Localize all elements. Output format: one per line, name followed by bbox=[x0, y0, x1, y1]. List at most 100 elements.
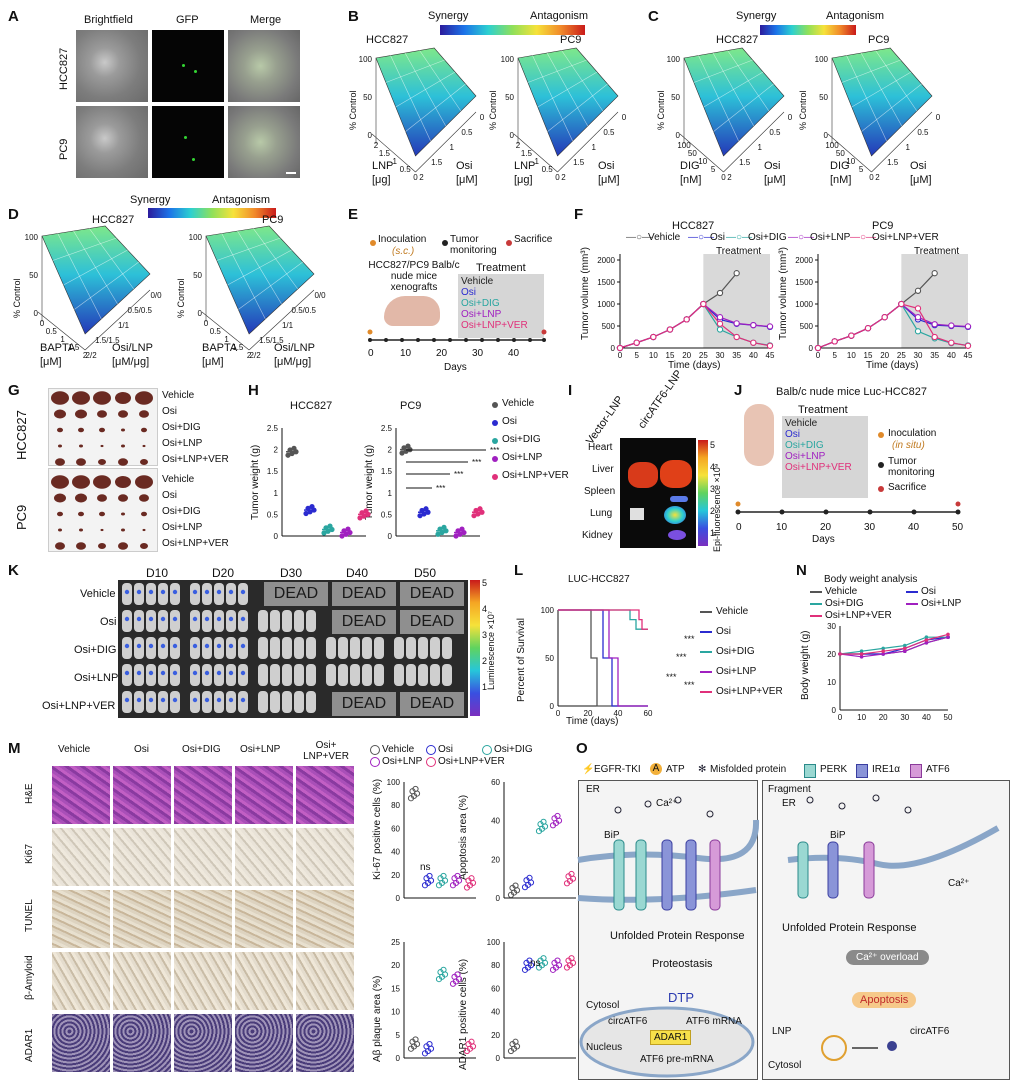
m-dot-plots: 0 20 40 60 80 100 0 20 40 60 0 5 10 15 20 25 0 20 40 60 80 10… bbox=[387, 778, 577, 1063]
mouse bbox=[394, 664, 404, 686]
legend-marker bbox=[906, 591, 918, 593]
x-tick-label: 30 bbox=[900, 713, 909, 722]
data-point bbox=[454, 872, 461, 880]
y-tick-label: 60 bbox=[491, 984, 500, 993]
y-tick-label: 60 bbox=[491, 778, 500, 787]
o-ca: Ca²⁺ bbox=[656, 798, 678, 809]
surface-title: PC9 bbox=[560, 34, 582, 46]
scale-tick: 5 bbox=[482, 578, 488, 588]
organ-label: Liver bbox=[592, 464, 614, 475]
axis1-tick: 1.5 bbox=[232, 343, 244, 352]
panel-label-d: D bbox=[8, 206, 19, 223]
y-tick-label: 60 bbox=[391, 824, 400, 833]
axis1-tick: 10 bbox=[846, 157, 855, 166]
data-point bbox=[471, 513, 477, 519]
micrograph bbox=[76, 30, 148, 102]
o-legend-label: EGFR-TKI bbox=[594, 764, 641, 775]
data-point bbox=[914, 314, 922, 321]
axis1-tick: 0 bbox=[40, 319, 45, 328]
g-group: Osi+DIG bbox=[162, 422, 201, 433]
y-tick-label: 2 bbox=[274, 446, 279, 455]
mouse bbox=[294, 637, 304, 659]
tumor bbox=[93, 391, 111, 405]
y-tick-label: 2000 bbox=[795, 256, 813, 265]
legend-marker: —○— bbox=[726, 232, 753, 243]
n-ylabel: Body weight (g) bbox=[800, 630, 811, 700]
x-tick-label: 35 bbox=[732, 351, 741, 360]
legend-marker bbox=[482, 745, 492, 755]
y-tick-label: 1500 bbox=[795, 278, 813, 287]
axis1-tick: 100 bbox=[677, 141, 691, 150]
receptor-protein bbox=[661, 839, 673, 911]
tumor bbox=[142, 444, 146, 448]
bli-signal bbox=[204, 589, 210, 595]
h-title: PC9 bbox=[400, 400, 422, 412]
axis1-tick: 0.5 bbox=[210, 327, 222, 336]
legend-marker bbox=[700, 651, 712, 653]
data-point bbox=[946, 632, 950, 637]
organ-label: Kidney bbox=[582, 530, 613, 541]
ihc-grid bbox=[52, 766, 362, 1076]
tumor bbox=[115, 392, 131, 404]
bli-signal bbox=[192, 670, 198, 676]
y-tick-label: 100 bbox=[487, 938, 501, 947]
tumor bbox=[58, 528, 62, 532]
ihc-image bbox=[113, 952, 171, 1010]
bli-signal bbox=[172, 616, 178, 622]
tumor bbox=[100, 528, 104, 532]
legend-marker: —○— bbox=[688, 232, 715, 243]
j-title: Balb/c nude mice Luc-HCC827 bbox=[776, 386, 928, 398]
data-point bbox=[733, 320, 740, 327]
surface-grid bbox=[703, 71, 764, 108]
axis2-tick: 2 bbox=[727, 173, 732, 182]
micrograph bbox=[152, 30, 224, 102]
g-group: Vehicle bbox=[162, 474, 195, 485]
axis1-tick: 0.5 bbox=[400, 165, 412, 174]
axis1-tick: 2 bbox=[83, 351, 88, 360]
tumor bbox=[98, 543, 106, 549]
legend-antagonism: Antagonism bbox=[212, 194, 271, 206]
bli-signal bbox=[148, 643, 154, 649]
m-row: Ki67 bbox=[24, 843, 35, 864]
data-point bbox=[477, 506, 483, 512]
axis1-tick: 1.5 bbox=[68, 343, 80, 352]
x-tick-label: 20 bbox=[879, 713, 888, 722]
y-tick-label: 100 bbox=[387, 778, 401, 787]
surface-grid bbox=[253, 228, 299, 290]
o-legend-row: ⚡ EGFR-TKI A ATP ✻ Misfolded protein PER… bbox=[580, 762, 1010, 778]
legend-marker bbox=[492, 402, 498, 408]
legend-label: Osi+LNP+VER bbox=[716, 686, 783, 697]
o-legend-label: ATF6 bbox=[926, 764, 950, 775]
o-ca: Ca²⁺ bbox=[948, 878, 970, 889]
x-tick-label: 40 bbox=[749, 351, 758, 360]
bli-signal bbox=[228, 643, 234, 649]
monitor-label: Tumor monitoring bbox=[888, 456, 935, 478]
data-point bbox=[633, 339, 640, 346]
mouse bbox=[282, 637, 292, 659]
data-point bbox=[291, 445, 297, 451]
f-treatment: Treatment bbox=[716, 246, 762, 257]
tumor bbox=[79, 444, 83, 448]
floor-edge bbox=[827, 133, 872, 173]
mouse bbox=[418, 664, 428, 686]
surface-plane bbox=[517, 47, 619, 157]
legend-label: Osi+LNP bbox=[502, 452, 543, 463]
data-point bbox=[345, 526, 351, 532]
day-tick: 30 bbox=[864, 522, 876, 533]
f-title-hcc827: HCC827 bbox=[672, 220, 715, 232]
m-row: H&E bbox=[24, 783, 35, 804]
perk-icon bbox=[804, 764, 816, 778]
axis1-tick: 2 bbox=[516, 141, 521, 150]
data-point bbox=[526, 874, 533, 881]
data-point bbox=[859, 649, 864, 653]
scale-tick: 4 bbox=[710, 462, 716, 472]
legend-label: Vehicle bbox=[648, 232, 681, 243]
z-tick: 100 bbox=[25, 233, 39, 242]
axis2-tick: 2/2 bbox=[250, 351, 262, 360]
y-tick-label: 1.5 bbox=[267, 467, 279, 476]
legend-marker bbox=[370, 757, 380, 767]
ihc-image bbox=[235, 1014, 293, 1072]
k-group: Vehicle bbox=[80, 588, 116, 600]
axis2-tick: 2 bbox=[561, 173, 566, 182]
receptor-protein bbox=[685, 839, 697, 911]
